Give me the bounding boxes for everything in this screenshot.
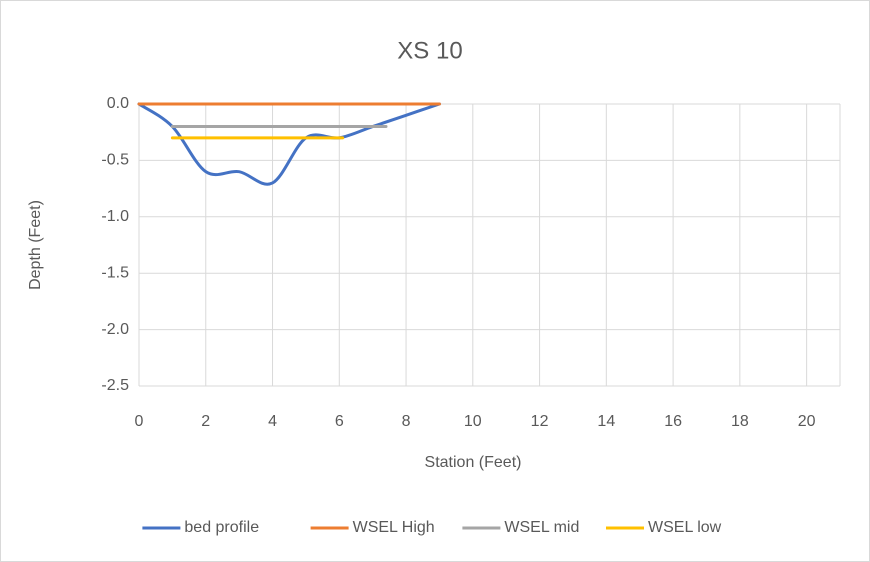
legend-label: WSEL low: [648, 519, 722, 536]
x-axis-label: Station (Feet): [425, 454, 522, 471]
x-tick-label: 2: [201, 413, 210, 430]
x-tick-label: 8: [402, 413, 411, 430]
x-tick-label: 6: [335, 413, 344, 430]
x-tick-label: 12: [531, 413, 549, 430]
y-tick-label: -1.0: [101, 208, 129, 225]
x-tick-label: 0: [135, 413, 144, 430]
legend-label: bed profile: [184, 519, 259, 536]
y-tick-label: 0.0: [107, 95, 129, 112]
chart-title: XS 10: [397, 37, 462, 64]
x-tick-label: 18: [731, 413, 749, 430]
x-tick-label: 14: [597, 413, 615, 430]
x-tick-label: 10: [464, 413, 482, 430]
x-tick-label: 16: [664, 413, 682, 430]
x-tick-label: 4: [268, 413, 277, 430]
y-tick-label: -0.5: [101, 152, 129, 169]
y-tick-label: -2.5: [101, 377, 129, 394]
y-axis-label: Depth (Feet): [27, 200, 44, 290]
x-tick-label: 20: [798, 413, 816, 430]
legend-label: WSEL High: [353, 519, 435, 536]
y-tick-label: -1.5: [101, 264, 129, 281]
y-tick-label: -2.0: [101, 321, 129, 338]
legend-label: WSEL mid: [504, 519, 579, 536]
series-line: [137, 102, 441, 186]
